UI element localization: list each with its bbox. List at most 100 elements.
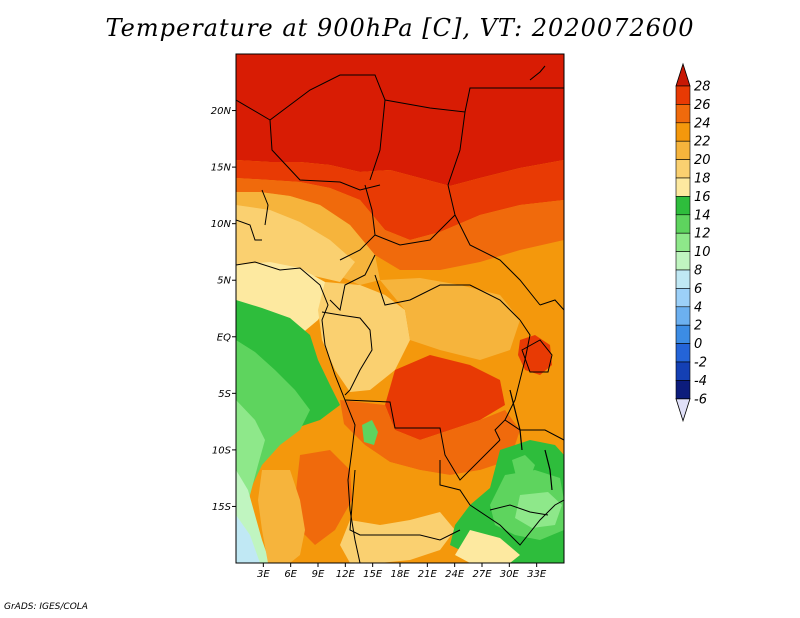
zambezi	[489, 504, 549, 516]
colorbar-segment	[675, 288, 691, 308]
border-north-2	[269, 74, 386, 181]
lake-tanganyika	[509, 389, 523, 451]
x-tick-label: 12E	[336, 569, 356, 580]
border-east-1	[539, 299, 564, 311]
colorbar-segment	[675, 177, 691, 197]
band-24-southwest	[295, 450, 352, 545]
border-north-4	[447, 111, 466, 186]
x-tick-label: 24E	[445, 569, 465, 580]
colorbar-segment	[675, 251, 691, 271]
band-16-southeast	[455, 530, 520, 563]
border-gabon-congo	[321, 311, 373, 396]
colorbar-segment	[675, 196, 691, 216]
border-east-2	[504, 419, 564, 441]
angola-highland-cool	[362, 420, 378, 445]
border-drc-east	[494, 319, 531, 441]
colorbar-segment	[675, 269, 691, 289]
y-tick-label: 20N	[211, 106, 232, 117]
colorbar-segment	[675, 140, 691, 160]
colorbar-segment	[675, 306, 691, 326]
colorbar-label: 20	[694, 153, 711, 168]
band-18-south	[340, 512, 455, 563]
lake-victoria	[521, 339, 553, 373]
colorbar-label: 18	[694, 172, 711, 187]
y-tick-label: 10N	[211, 219, 232, 230]
band-24-south	[340, 400, 520, 475]
colorbar-bottom-arrow	[675, 398, 691, 423]
y-axis: 20N 15N 10N 5N EQ 5S 10S 15S	[211, 106, 236, 513]
colorbar-label: 16	[694, 190, 711, 205]
y-tick-label: 15S	[212, 502, 232, 513]
colorbar-segment	[675, 361, 691, 381]
y-tick-label: 5S	[218, 389, 231, 400]
colorbar-label: 12	[694, 227, 711, 242]
band-28	[236, 54, 564, 186]
colorbar-label: 26	[694, 98, 711, 113]
colorbar-label: 24	[694, 116, 711, 131]
border-chad-sudan	[447, 184, 541, 306]
band-26-core	[385, 355, 505, 440]
colorbar-label: 8	[694, 264, 702, 279]
border-chad-car	[374, 214, 456, 246]
band-26	[236, 160, 564, 240]
temperature-field	[236, 54, 564, 563]
colorbar-segment	[675, 85, 691, 105]
band-18-congo	[318, 282, 410, 392]
colorbar-segment	[675, 343, 691, 363]
band-20-southwest	[258, 470, 305, 563]
west-small-2	[261, 189, 269, 226]
colorbar-label: -6	[694, 392, 707, 407]
border-southeast	[469, 499, 564, 546]
colorbar-label: 28	[694, 80, 711, 95]
colorbar-segment	[675, 232, 691, 252]
border-angola-south	[349, 469, 461, 541]
map-title: Temperature at 900hPa [C], VT: 202007260…	[105, 14, 695, 42]
x-tick-label: 21E	[418, 569, 438, 580]
coast-west	[236, 261, 361, 563]
border-drc-angola	[344, 399, 501, 481]
nile-coast-ne	[529, 65, 546, 81]
colorbar-top-arrow	[675, 62, 691, 87]
x-tick-label: 6E	[284, 569, 297, 580]
colorbar-segment	[675, 159, 691, 179]
x-tick-label: 18E	[390, 569, 410, 580]
x-tick-label: 30E	[500, 569, 520, 580]
colorbar-label: -4	[694, 374, 707, 389]
colorbar-label: -2	[694, 356, 707, 371]
colorbar-label: 14	[694, 208, 711, 223]
band-24	[236, 178, 564, 270]
colorbar-segment	[675, 380, 691, 400]
colorbar-label: 2	[694, 319, 702, 334]
colorbar-label: 0	[694, 337, 702, 352]
x-tick-label: 27E	[472, 569, 492, 580]
x-tick-label: 33E	[527, 569, 547, 580]
band-6-ocean	[236, 515, 260, 563]
x-tick-label: 9E	[312, 569, 325, 580]
band-20-congo	[380, 278, 520, 360]
border-angola-zambia	[439, 460, 471, 506]
border-cameroon	[329, 254, 376, 312]
colorbar-label: 6	[694, 282, 702, 297]
colorbar-segment	[675, 324, 691, 344]
y-tick-label: EQ	[217, 332, 231, 343]
y-tick-label: 15N	[211, 163, 232, 174]
border-car-drc	[374, 274, 521, 321]
x-tick-label: 15E	[363, 569, 383, 580]
grads-credit: GrADS: IGES/COLA	[4, 602, 88, 612]
colorbar-label: 4	[694, 300, 702, 315]
colorbar-label: 10	[694, 245, 711, 260]
colorbar-label: 22	[694, 135, 711, 150]
band-10-southeast	[515, 492, 562, 528]
colorbar-segment	[675, 214, 691, 234]
east-spot-14	[512, 455, 535, 478]
y-tick-label: 10S	[212, 445, 232, 456]
x-tick-label: 3E	[257, 569, 270, 580]
country-borders	[236, 65, 564, 563]
border-nigeria-cameroon	[339, 184, 376, 261]
colorbar-segment	[675, 104, 691, 124]
lake-malawi	[544, 449, 553, 491]
colorbar-segment	[675, 122, 691, 142]
west-small-1	[236, 219, 262, 241]
